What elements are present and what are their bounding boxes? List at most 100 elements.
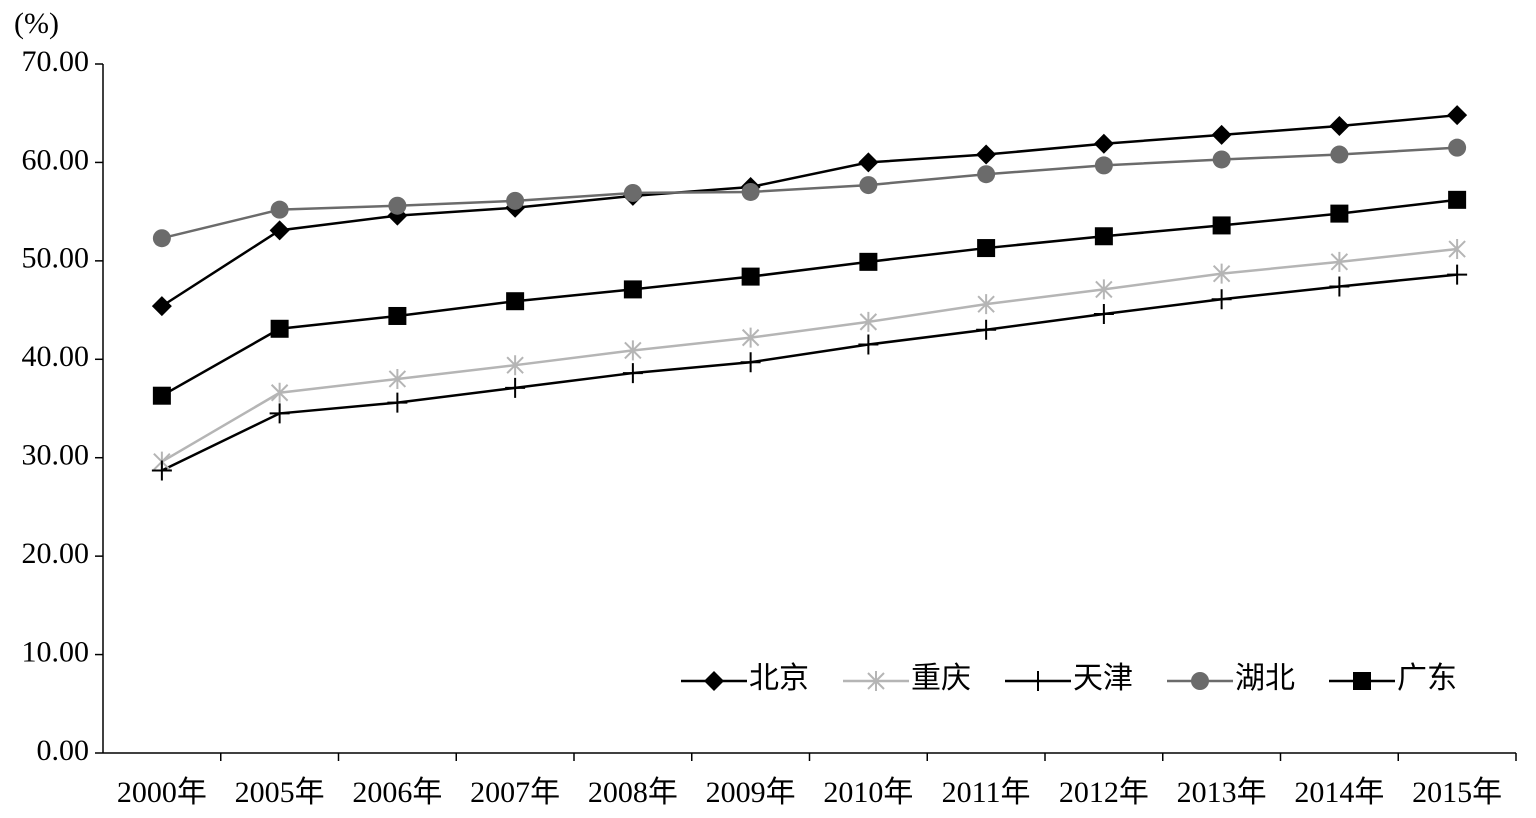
point-marker xyxy=(388,306,407,325)
y-tick-label: 40.00 xyxy=(22,340,90,373)
point-marker xyxy=(1212,263,1231,284)
marker-shape xyxy=(858,334,879,355)
marker-shape xyxy=(1353,672,1371,690)
marker-shape xyxy=(1448,190,1467,209)
legend-label: 北京 xyxy=(749,662,809,695)
point-marker xyxy=(506,355,524,376)
point-marker xyxy=(859,252,878,271)
marker-shape xyxy=(270,200,289,219)
y-tick-label: 20.00 xyxy=(22,537,90,570)
marker-shape xyxy=(624,340,642,361)
marker-shape xyxy=(1330,204,1349,223)
x-tick-label: 2011年 xyxy=(942,776,1031,809)
marker-shape xyxy=(1447,105,1468,126)
point-marker xyxy=(977,239,996,258)
point-marker xyxy=(859,176,878,195)
marker-shape xyxy=(1211,124,1232,145)
y-tick-label: 0.00 xyxy=(37,734,90,767)
marker-shape xyxy=(867,671,885,691)
point-marker xyxy=(1211,289,1232,310)
point-marker xyxy=(1094,227,1113,246)
x-tick-label: 2007年 xyxy=(470,776,560,809)
marker-shape xyxy=(1447,264,1468,285)
point-marker xyxy=(1330,251,1349,272)
point-marker xyxy=(1329,116,1350,137)
marker-shape xyxy=(1212,263,1231,284)
marker-shape xyxy=(1329,116,1350,137)
marker-shape xyxy=(622,363,643,384)
point-marker xyxy=(624,340,642,361)
y-tick-label: 30.00 xyxy=(22,439,90,472)
point-marker xyxy=(505,377,526,398)
marker-shape xyxy=(506,191,525,210)
marker-shape xyxy=(151,460,172,481)
marker-shape xyxy=(1330,251,1349,272)
point-marker xyxy=(1329,276,1350,297)
marker-shape xyxy=(704,671,724,691)
marker-shape xyxy=(1094,156,1113,175)
legend-marker xyxy=(704,671,724,691)
point-marker xyxy=(859,311,878,332)
marker-shape xyxy=(1211,289,1232,310)
marker-shape xyxy=(152,229,171,248)
point-marker xyxy=(1211,124,1232,145)
marker-shape xyxy=(506,355,524,376)
y-tick-label: 60.00 xyxy=(22,143,90,176)
marker-shape xyxy=(388,368,407,389)
point-marker xyxy=(1094,156,1113,175)
series-line xyxy=(161,273,1458,472)
marker-shape xyxy=(977,165,996,184)
point-marker xyxy=(741,267,760,286)
y-axis-label: (%) xyxy=(14,7,59,40)
legend-label: 天津 xyxy=(1073,662,1133,695)
marker-shape xyxy=(858,152,879,173)
legend-label: 广东 xyxy=(1397,662,1457,695)
y-tick-label: 50.00 xyxy=(22,242,90,275)
marker-shape xyxy=(506,292,525,311)
point-marker xyxy=(622,363,643,384)
point-marker xyxy=(977,165,996,184)
marker-shape xyxy=(270,319,289,338)
point-marker xyxy=(152,386,171,405)
marker-shape xyxy=(387,392,408,413)
point-marker xyxy=(269,403,290,424)
marker-shape xyxy=(1329,276,1350,297)
marker-shape xyxy=(1095,279,1113,300)
marker-shape xyxy=(270,382,289,403)
marker-shape xyxy=(1093,304,1114,325)
point-marker xyxy=(506,292,525,311)
marker-shape xyxy=(976,144,997,165)
point-marker xyxy=(858,334,879,355)
legend-label: 湖北 xyxy=(1235,662,1295,695)
marker-shape xyxy=(977,239,996,258)
point-marker xyxy=(506,191,525,210)
marker-shape xyxy=(741,327,760,348)
x-tick-label: 2000年 xyxy=(117,776,207,809)
marker-shape xyxy=(741,267,760,286)
point-marker xyxy=(1095,279,1113,300)
y-tick-label: 10.00 xyxy=(22,635,90,668)
point-marker xyxy=(269,220,290,241)
point-marker xyxy=(151,460,172,481)
point-marker xyxy=(1448,190,1467,209)
marker-shape xyxy=(1028,671,1048,691)
marker-shape xyxy=(859,252,878,271)
y-tick-label: 70.00 xyxy=(22,45,90,78)
marker-shape xyxy=(977,294,995,315)
marker-shape xyxy=(740,352,761,373)
point-marker xyxy=(1330,145,1349,164)
legend-label: 重庆 xyxy=(911,662,971,695)
marker-shape xyxy=(859,176,878,195)
marker-shape xyxy=(1191,672,1209,690)
point-marker xyxy=(1212,216,1231,235)
point-marker xyxy=(1447,264,1468,285)
point-marker xyxy=(270,200,289,219)
point-marker xyxy=(976,144,997,165)
marker-shape xyxy=(388,306,407,325)
marker-shape xyxy=(1330,145,1349,164)
series-line xyxy=(161,198,1458,397)
marker-shape xyxy=(269,220,290,241)
point-marker xyxy=(270,319,289,338)
legend-marker xyxy=(1028,671,1048,691)
